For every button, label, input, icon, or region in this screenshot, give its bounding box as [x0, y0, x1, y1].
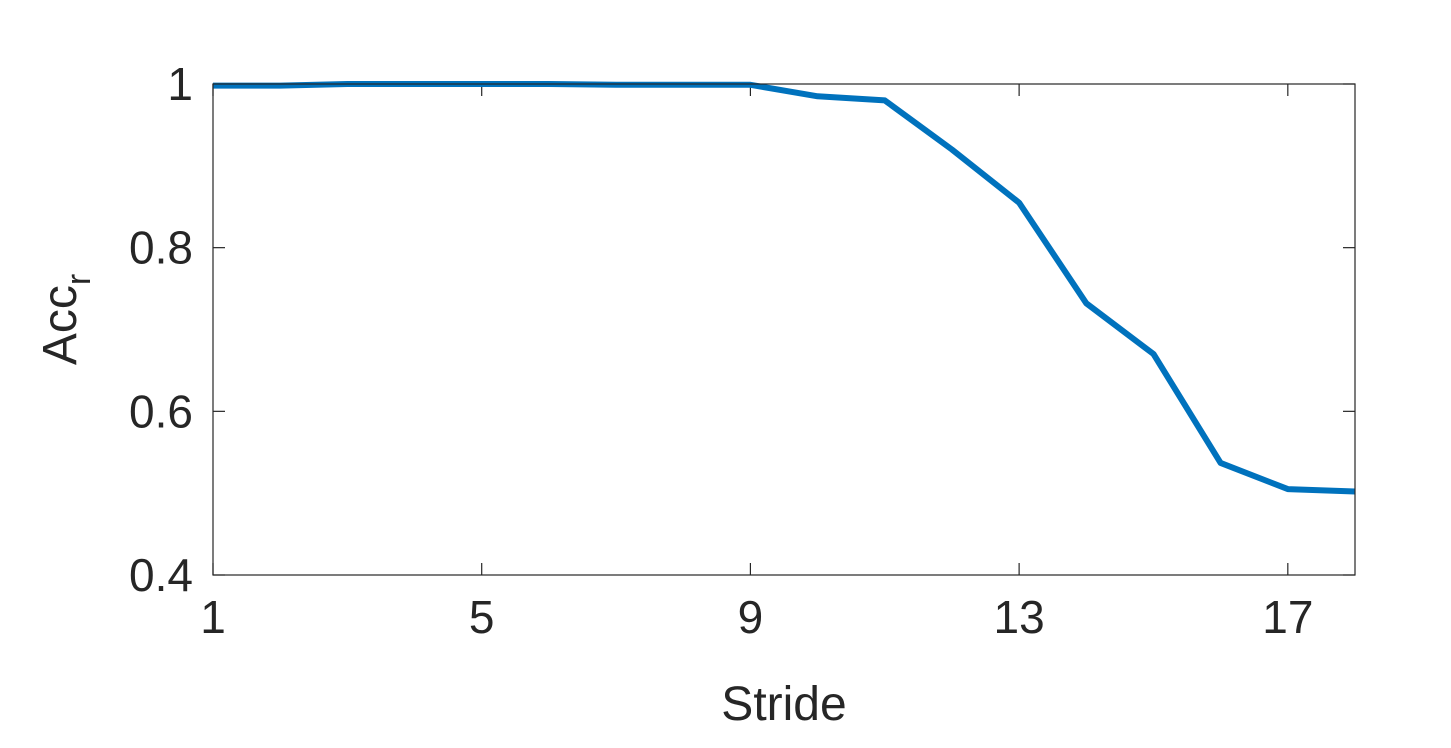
- x-axis-title: Stride: [721, 678, 846, 731]
- y-tick-label-1: 1: [167, 58, 193, 110]
- series-line-0: [213, 81, 1356, 495]
- y-axis-title: Accr: [34, 274, 98, 365]
- x-tick-label-5: 5: [469, 591, 495, 643]
- y-axis-title-main: Acc: [34, 285, 87, 365]
- x-tick-label-17: 17: [1262, 591, 1313, 643]
- ticks-layer: [212, 83, 1355, 576]
- y-tick-label-0.4: 0.4: [129, 549, 193, 601]
- x-tick-label-13: 13: [994, 591, 1045, 643]
- x-tick-labels: 1 5 9 13 17: [200, 591, 1313, 643]
- x-tick-label-1: 1: [200, 591, 226, 643]
- y-axis-title-subscript: r: [60, 274, 98, 285]
- plot-frame: [212, 83, 1356, 576]
- y-tick-labels: 0.4 0.6 0.8 1: [129, 58, 193, 601]
- y-tick-label-0.8: 0.8: [129, 222, 193, 274]
- y-tick-label-0.6: 0.6: [129, 385, 193, 437]
- x-tick-label-9: 9: [738, 591, 764, 643]
- series-layer: [213, 81, 1356, 495]
